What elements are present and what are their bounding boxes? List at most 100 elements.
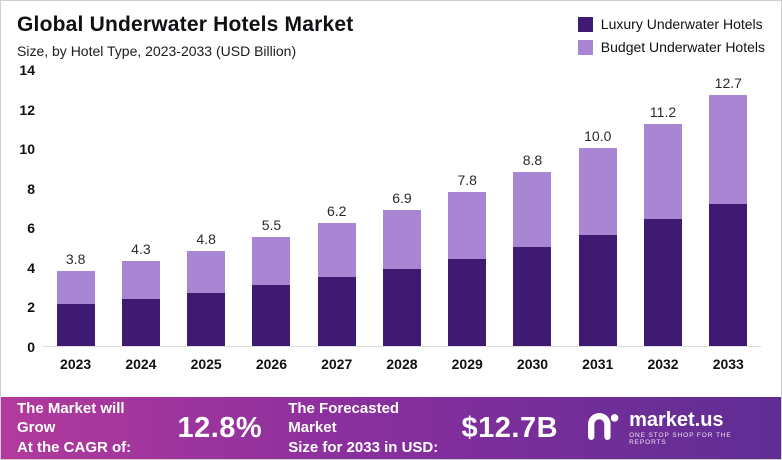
bar-segment-budget-2026: [252, 237, 291, 285]
bar-segment-budget-2023: [56, 270, 95, 305]
brand-logo: market.us ONE STOP SHOP FOR THE REPORTS: [584, 408, 765, 449]
bar-group-2028: 6.9: [369, 69, 434, 346]
bar-segment-luxury-2032: [644, 219, 683, 346]
bar-segment-luxury-2025: [187, 292, 226, 346]
bar-segment-luxury-2026: [252, 284, 291, 346]
bar-segment-luxury-2023: [56, 304, 95, 346]
x-axis: 2023 2024 2025 2026 2027 2028 2029 2030 2031 2032…: [43, 347, 761, 378]
chart: 0 2 4 6 8 10 12 14 3.8 4.3 4.8 5.5 6.2 6.9 7.8 8.8 10.0…: [1, 59, 781, 378]
header: Global Underwater Hotels Market Size, by…: [1, 1, 781, 59]
legend-swatch-luxury-icon: [577, 16, 593, 32]
bar-stack-2024: [121, 260, 160, 346]
market-us-logo-icon: [584, 408, 620, 449]
bar-stack-2030: [513, 171, 552, 346]
legend-item-luxury: Luxury Underwater Hotels: [577, 16, 765, 32]
bar-stack-2033: [709, 94, 748, 346]
bar-stack-2026: [252, 237, 291, 346]
bar-segment-budget-2032: [644, 124, 683, 220]
x-label-2033: 2033: [712, 356, 744, 372]
legend: Luxury Underwater Hotels Budget Underwat…: [577, 13, 765, 55]
x-label-2026: 2026: [255, 356, 287, 372]
forecast-label: The Forecasted Market Size for 2033 in U…: [288, 399, 445, 458]
bar-segment-luxury-2029: [448, 258, 487, 346]
bar-stack-2023: [56, 270, 95, 346]
bar-segment-budget-2031: [578, 148, 617, 236]
y-tick-8: 8: [27, 180, 35, 197]
title-block: Global Underwater Hotels Market Size, by…: [17, 13, 353, 59]
y-tick-12: 12: [19, 101, 35, 118]
plot-area: 3.8 4.3 4.8 5.5 6.2 6.9 7.8 8.8 10.0 11.2 12.7: [43, 69, 761, 347]
bar-segment-budget-2030: [513, 171, 552, 248]
bar-value-2031: 10.0: [584, 128, 612, 145]
bar-stack-2032: [644, 124, 683, 346]
legend-item-budget: Budget Underwater Hotels: [577, 39, 765, 55]
logo-tagline: ONE STOP SHOP FOR THE REPORTS: [629, 431, 732, 446]
forecast-value: $12.7B: [461, 411, 559, 444]
bar-group-2024: 4.3: [108, 69, 173, 346]
x-label-2028: 2028: [386, 356, 418, 372]
bar-stack-2025: [187, 251, 226, 346]
x-label-2023: 2023: [60, 356, 92, 372]
bar-value-2023: 3.8: [65, 250, 86, 267]
legend-label-luxury: Luxury Underwater Hotels: [600, 16, 763, 32]
bar-segment-luxury-2027: [317, 276, 356, 346]
bar-group-2029: 7.8: [435, 69, 500, 346]
bar-value-2027: 6.2: [326, 203, 347, 220]
x-label-2027: 2027: [321, 356, 353, 372]
cagr-value: 12.8%: [177, 411, 263, 444]
y-axis: 0 2 4 6 8 10 12 14: [11, 62, 43, 355]
legend-label-budget: Budget Underwater Hotels: [600, 39, 765, 55]
cagr-label-line2: At the CAGR of:: [17, 438, 132, 456]
y-tick-2: 2: [27, 299, 35, 316]
forecast-label-line2: Size for 2033 in USD:: [288, 438, 439, 456]
bar-segment-luxury-2028: [382, 268, 421, 346]
y-tick-6: 6: [27, 220, 35, 237]
bar-value-2030: 8.8: [522, 151, 543, 168]
bar-stack-2029: [448, 191, 487, 346]
page-title: Global Underwater Hotels Market: [17, 13, 354, 36]
logo-name: market.us: [629, 408, 724, 431]
y-tick-10: 10: [19, 141, 35, 158]
bar-segment-budget-2025: [187, 251, 226, 293]
x-label-2024: 2024: [125, 356, 157, 372]
bar-segment-luxury-2033: [709, 203, 748, 346]
x-label-2025: 2025: [190, 356, 222, 372]
bar-stack-2028: [382, 209, 421, 346]
y-tick-4: 4: [27, 259, 35, 276]
bar-group-2030: 8.8: [500, 69, 565, 346]
bar-segment-budget-2027: [317, 223, 356, 277]
legend-swatch-budget-icon: [577, 39, 593, 55]
bar-segment-budget-2033: [709, 94, 748, 204]
bar-value-2032: 11.2: [649, 104, 677, 121]
footer-banner: The Market will Grow At the CAGR of: 12.…: [1, 397, 781, 459]
bar-segment-budget-2029: [448, 191, 487, 259]
bar-group-2026: 5.5: [239, 69, 304, 346]
bar-group-2032: 11.2: [630, 69, 695, 346]
bar-value-2026: 5.5: [261, 217, 282, 234]
cagr-label: The Market will Grow At the CAGR of:: [17, 399, 161, 458]
forecast-label-line1: The Forecasted Market: [288, 399, 400, 437]
bar-stack-2027: [317, 223, 356, 346]
page-subtitle: Size, by Hotel Type, 2023-2033 (USD Bill…: [17, 43, 297, 59]
bar-value-2024: 4.3: [131, 240, 151, 257]
bar-segment-luxury-2031: [578, 235, 617, 346]
cagr-label-line1: The Market will Grow: [17, 399, 125, 437]
bar-value-2028: 6.9: [392, 189, 412, 206]
y-tick-14: 14: [19, 62, 35, 78]
bar-value-2033: 12.7: [714, 74, 742, 91]
bar-segment-luxury-2024: [121, 298, 160, 346]
x-label-2030: 2030: [516, 356, 549, 372]
x-label-2029: 2029: [451, 356, 483, 372]
bar-group-2025: 4.8: [174, 69, 239, 346]
bar-group-2023: 3.8: [43, 69, 108, 346]
bar-segment-budget-2024: [121, 260, 160, 299]
bar-segment-budget-2028: [382, 209, 421, 269]
bar-group-2033: 12.7: [696, 69, 761, 346]
bar-stack-2031: [578, 148, 617, 346]
bar-segment-luxury-2030: [513, 247, 552, 346]
bar-group-2031: 10.0: [565, 69, 630, 346]
x-label-2032: 2032: [647, 356, 679, 372]
x-label-2031: 2031: [582, 356, 614, 372]
bar-value-2025: 4.8: [196, 231, 216, 248]
